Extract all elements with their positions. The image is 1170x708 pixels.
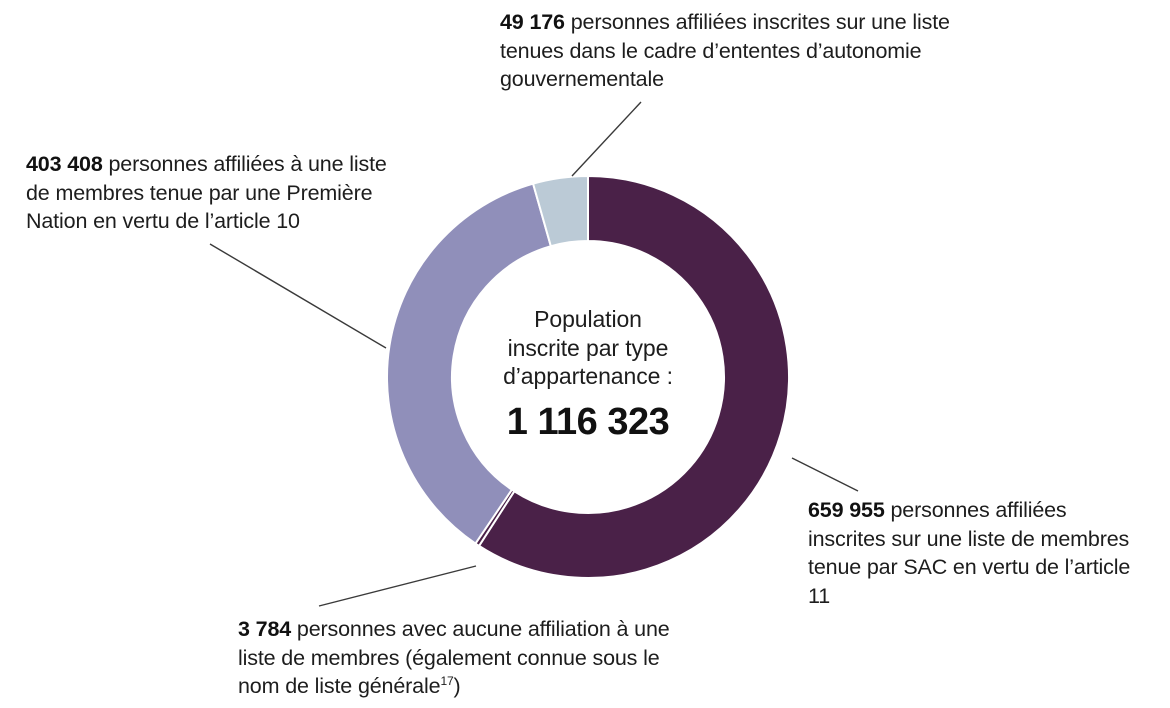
- callout-self-government-text: personnes affiliées inscrites sur une li…: [500, 10, 950, 92]
- callout-section-11: 659 955 personnes affiliées inscrites su…: [808, 496, 1138, 610]
- callout-general-list-text: personnes avec aucune affiliation à une …: [238, 617, 670, 699]
- donut-segment-self-government: [531, 174, 589, 248]
- callout-section-10-value: 403 408: [26, 152, 103, 176]
- center-caption-line-3: d’appartenance :: [503, 363, 673, 390]
- callout-self-government-value: 49 176: [500, 10, 565, 34]
- leader-self-government: [571, 101, 642, 177]
- donut-center-label: Population inscrite par type d’appartena…: [448, 305, 728, 446]
- callout-general-list: 3 784 personnes avec aucune affiliation …: [238, 615, 688, 701]
- footnote-marker: 17: [440, 674, 454, 689]
- callout-general-list-value: 3 784: [238, 617, 292, 641]
- callout-section-11-value: 659 955: [808, 498, 885, 522]
- callout-self-government: 49 176 personnes affiliées inscrites sur…: [500, 8, 970, 94]
- center-caption-line-2: inscrite par type: [507, 334, 669, 361]
- donut-segments: [386, 174, 790, 579]
- center-total-value: 1 116 323: [506, 400, 670, 443]
- callout-section-10-text: personnes affiliées à une liste de membr…: [26, 152, 387, 234]
- center-caption: Population inscrite par type d’appartena…: [448, 305, 728, 391]
- leader-lines-group: [209, 101, 859, 607]
- donut-segment-section-10: [386, 182, 553, 545]
- callout-section-10: 403 408 personnes affiliées à une liste …: [26, 150, 406, 236]
- callout-section-11-text: personnes affiliées inscrites sur une li…: [808, 498, 1131, 608]
- leader-section-11: [791, 457, 859, 492]
- callout-general-list-text-after: ): [453, 674, 461, 699]
- leader-section-10: [209, 243, 387, 349]
- leader-general-list: [318, 565, 477, 607]
- center-caption-line-1: Population: [534, 306, 642, 332]
- donut-segment-section-11: [477, 174, 790, 579]
